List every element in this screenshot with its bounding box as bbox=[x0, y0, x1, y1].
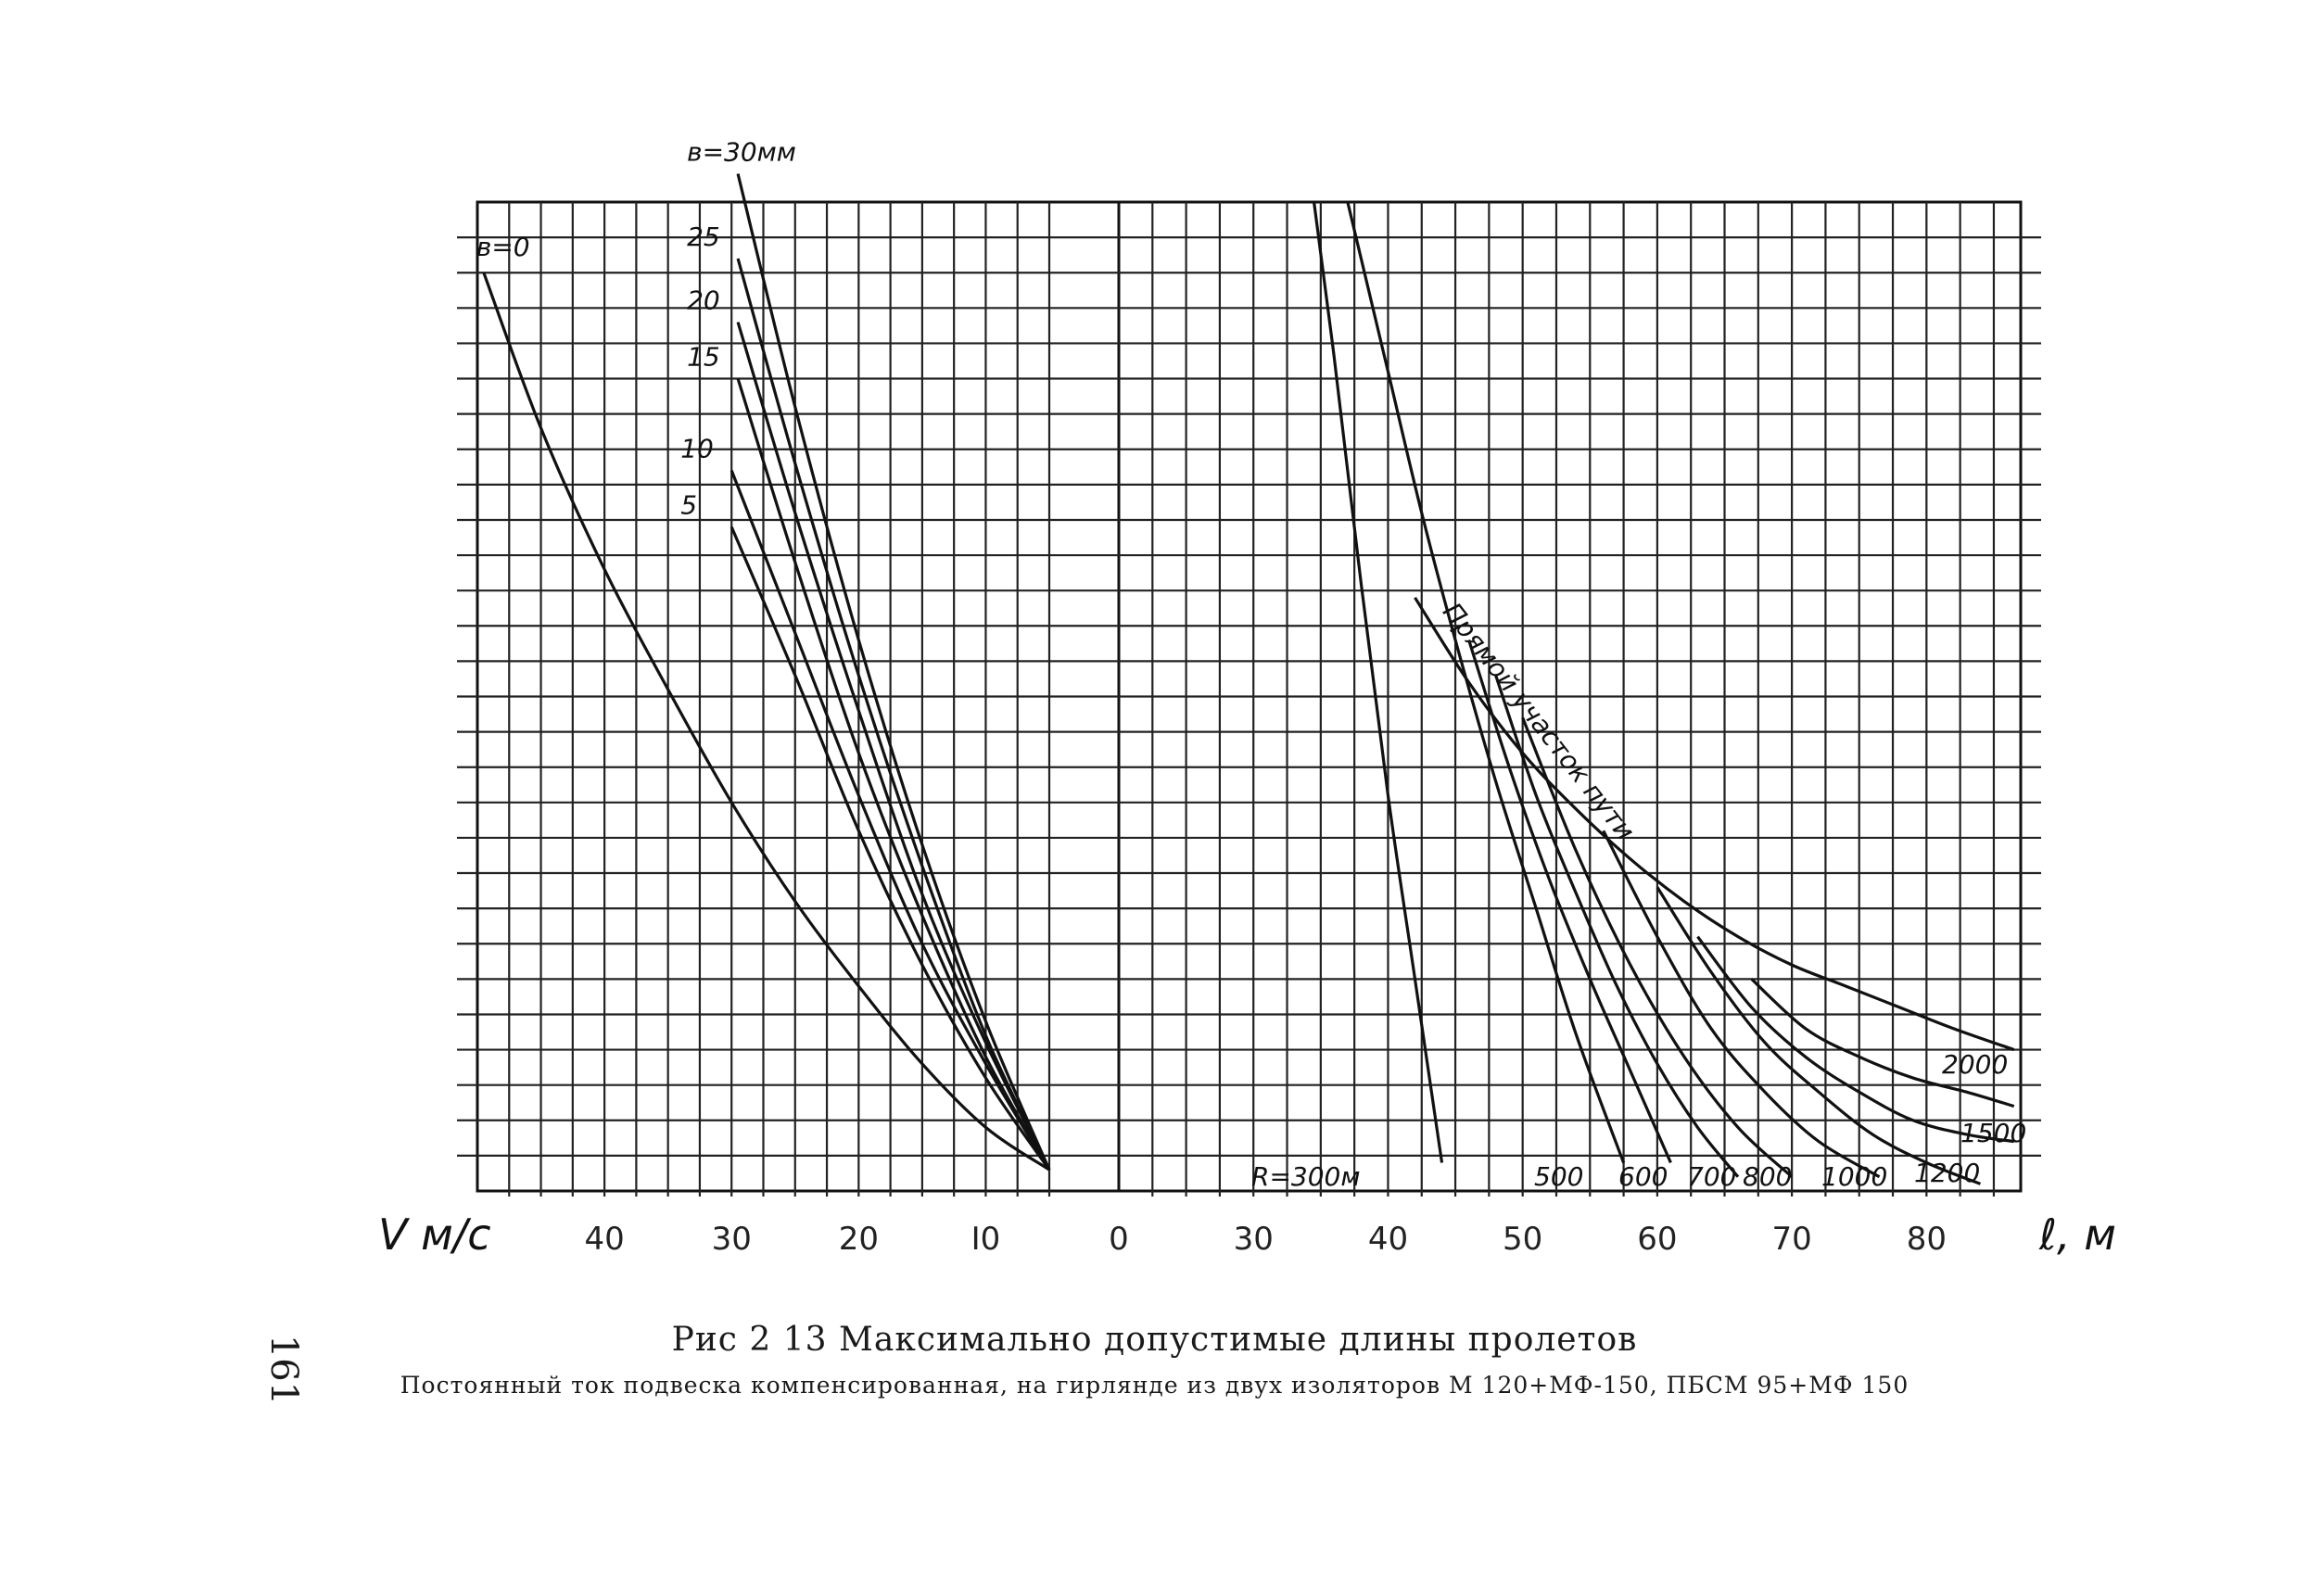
curve-25 bbox=[736, 258, 1051, 1171]
curve-1200 bbox=[1656, 886, 1982, 1185]
curve-Прямой участок пути bbox=[1414, 596, 2015, 1052]
curve-5 bbox=[729, 526, 1051, 1172]
curve-R=300м bbox=[1312, 201, 1444, 1163]
curve-label-5: 5 bbox=[680, 490, 697, 521]
x-tick-left: I0 bbox=[971, 1221, 1001, 1258]
x-tick-right: 60 bbox=[1637, 1221, 1677, 1258]
right-axis-title: ℓ, м bbox=[2038, 1210, 2116, 1260]
curve-label-2000: 2000 bbox=[1942, 1049, 2008, 1080]
curve-15 bbox=[736, 378, 1051, 1171]
x-tick-left: 20 bbox=[839, 1221, 879, 1258]
curve-2000 bbox=[1750, 978, 2015, 1108]
curve-label-Прямой участок пути: Прямой участок пути bbox=[1437, 597, 1641, 846]
figure-caption-subtitle: Постоянный ток подвеска компенсированная… bbox=[400, 1372, 1909, 1399]
curve-label-R=300м: R=300м bbox=[1251, 1161, 1360, 1192]
curve-label-1200: 1200 bbox=[1914, 1158, 1980, 1188]
curve-label-в=30мм: в=30мм bbox=[687, 137, 796, 168]
curve-500 bbox=[1346, 201, 1626, 1164]
curve-700 bbox=[1494, 675, 1740, 1178]
x-tick-right: 40 bbox=[1368, 1221, 1408, 1258]
curve-labels: в=0 5 10 15 20 25 в=30мм R=300м 500 600 700 800 1000… bbox=[476, 137, 2026, 1192]
x-tick-left: 40 bbox=[584, 1221, 624, 1258]
figure-caption-title: Рис 2 13 Максимально допустимые длины пр… bbox=[671, 1321, 1638, 1359]
curve-label-10: 10 bbox=[680, 434, 714, 464]
x-tick-right: 70 bbox=[1771, 1221, 1811, 1258]
x-tick-right: 50 bbox=[1503, 1221, 1542, 1258]
curve-label-в=0: в=0 bbox=[476, 232, 530, 262]
curve-1000 bbox=[1602, 830, 1881, 1179]
curve-в=0 bbox=[482, 272, 1050, 1172]
curve-800 bbox=[1521, 716, 1794, 1178]
curve-600 bbox=[1467, 640, 1672, 1164]
page-number: 161 bbox=[262, 1334, 306, 1406]
chart-grid bbox=[457, 200, 2041, 1197]
curve-label-20: 20 bbox=[687, 285, 720, 316]
curve-20 bbox=[736, 322, 1051, 1171]
x-tick-left: 30 bbox=[712, 1221, 752, 1258]
chart-curves bbox=[482, 173, 2015, 1185]
curve-label-700: 700 bbox=[1687, 1161, 1736, 1192]
x-tick-right: 30 bbox=[1234, 1221, 1274, 1258]
x-tick-right: 0 bbox=[1109, 1221, 1129, 1258]
curve-label-800: 800 bbox=[1743, 1161, 1792, 1192]
curve-10 bbox=[729, 470, 1051, 1171]
x-tick-right: 80 bbox=[1907, 1221, 1947, 1258]
axis-ticks: 40 30 20 I0 0 30 40 50 60 70 80 bbox=[584, 1221, 1946, 1258]
curve-label-25: 25 bbox=[687, 222, 720, 252]
curve-label-500: 500 bbox=[1534, 1161, 1583, 1192]
curve-в=30мм bbox=[736, 173, 1051, 1171]
left-axis-title: V м/с bbox=[378, 1210, 491, 1260]
curve-label-600: 600 bbox=[1618, 1161, 1668, 1192]
curve-label-15: 15 bbox=[687, 342, 720, 373]
curve-1500 bbox=[1696, 935, 2014, 1144]
curve-label-1000: 1000 bbox=[1821, 1161, 1887, 1192]
curve-label-1500: 1500 bbox=[1960, 1118, 2026, 1148]
